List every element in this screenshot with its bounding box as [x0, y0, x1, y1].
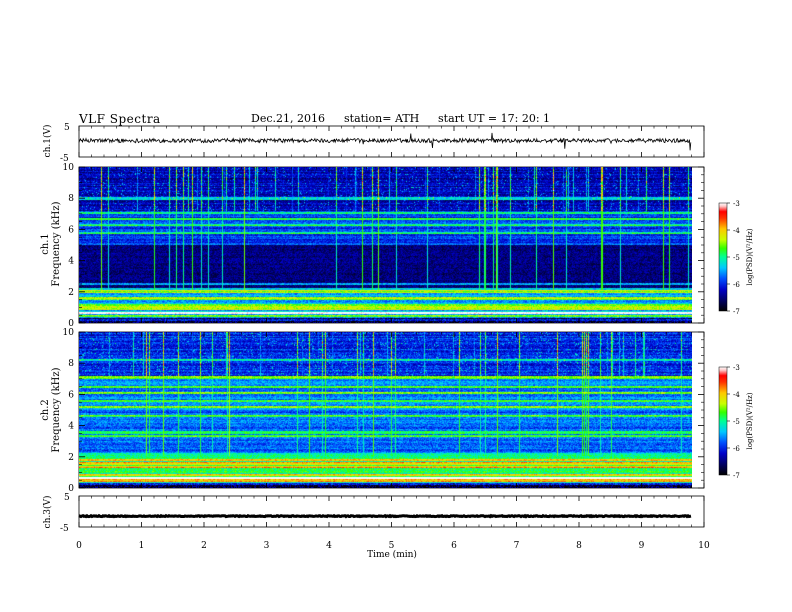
freq-tick-label: 6	[68, 225, 74, 235]
ch3-trace	[78, 513, 692, 519]
x-tick-label: 2	[201, 541, 207, 551]
colorbar-tick-label: -3	[733, 200, 740, 208]
freq-tick-label: 0	[68, 319, 74, 329]
figure-title: VLF Spectra	[79, 112, 161, 126]
freq-tick-label: 10	[63, 163, 75, 173]
x-axis-label: Time (min)	[367, 549, 417, 560]
colorbar-tick-label: -4	[733, 391, 740, 399]
freq-tick-label: 4	[68, 257, 74, 267]
colorbar-tick-label: -7	[733, 308, 740, 316]
freq-tick-label: 8	[68, 194, 74, 204]
freq-tick-label: 2	[68, 288, 74, 298]
ch1-ytick-top: 5	[64, 123, 70, 133]
x-tick-label: 5	[389, 541, 395, 551]
colorbar-ch1-ticks: -3 -4 -5 -6 -7	[727, 200, 740, 316]
colorbar-tick-label: -5	[733, 254, 740, 262]
ch3-ytick-top: 5	[64, 493, 70, 503]
freq-tick-label: 4	[68, 422, 74, 432]
colorbar-tick-label: -7	[733, 472, 740, 480]
x-tick-label: 6	[451, 541, 457, 551]
colorbar-ch2-scale	[718, 366, 728, 476]
spec1-yaxis: 10 8 6 4 2 0	[63, 163, 704, 329]
x-tick-label: 10	[698, 541, 710, 551]
colorbar-ch2-label: log(PSD)(V²/Hz)	[746, 392, 754, 449]
x-tick-label: 1	[139, 541, 145, 551]
colorbar-tick-label: -6	[733, 281, 740, 289]
spec1-ylabel: Frequency (kHz)	[51, 201, 62, 286]
colorbar-tick-label: -3	[733, 364, 740, 372]
x-tick-label: 0	[76, 541, 82, 551]
colorbar-ch1-label: log(PSD)(V²/Hz)	[746, 228, 754, 285]
spectrogram-ch1: 10 8 6 4 2 0 ch.1 Frequency (kHz)	[40, 163, 705, 329]
ch1-ylabel: ch.1(V)	[42, 125, 53, 158]
ch1-trace	[78, 132, 692, 151]
spectrogram-ch2: 10 8 6 4 2 0 ch.2 Frequency (kHz)	[40, 328, 705, 494]
spec1-ylabel-ch: ch.1	[40, 233, 51, 255]
freq-tick-label: 6	[68, 390, 74, 400]
spec2-yaxis: 10 8 6 4 2 0	[63, 328, 704, 494]
x-tick-label: 3	[264, 541, 270, 551]
spectrogram-ch2-image	[79, 332, 692, 488]
time-axis: 0 1 2 3 4 5 6 7 8 9 10	[76, 126, 710, 551]
x-tick-label: 4	[326, 541, 332, 551]
spec2-ylabel: Frequency (kHz)	[51, 367, 62, 452]
station-label: station= ATH	[344, 112, 420, 125]
date-label: Dec.21, 2016	[251, 112, 325, 125]
spectrogram-ch1-image	[79, 167, 692, 323]
colorbar-ch1: -3 -4 -5 -6 -7 log(PSD)(V²/Hz)	[718, 200, 754, 316]
x-tick-label: 9	[639, 541, 645, 551]
colorbar-ch1-scale	[718, 202, 728, 312]
ch1-ytick-bottom: -5	[60, 154, 69, 164]
start-ut-label: start UT = 17: 20: 1	[438, 112, 551, 125]
freq-tick-label: 10	[63, 328, 75, 338]
spec2-ylabel-ch: ch.2	[40, 399, 51, 421]
colorbar-ch2: -3 -4 -5 -6 -7 log(PSD)(V²/Hz)	[718, 364, 754, 480]
colorbar-tick-label: -4	[733, 227, 740, 235]
ch3-ylabel: ch.3(V)	[42, 496, 53, 529]
ch3-ytick-bottom: -5	[60, 524, 69, 534]
colorbar-ch2-ticks: -3 -4 -5 -6 -7	[727, 364, 740, 480]
freq-tick-label: 8	[68, 359, 74, 369]
x-tick-label: 8	[576, 541, 582, 551]
colorbar-tick-label: -6	[733, 445, 740, 453]
freq-tick-label: 0	[68, 484, 74, 494]
colorbar-tick-label: -5	[733, 418, 740, 426]
x-tick-label: 7	[514, 541, 520, 551]
freq-tick-label: 2	[68, 453, 74, 463]
